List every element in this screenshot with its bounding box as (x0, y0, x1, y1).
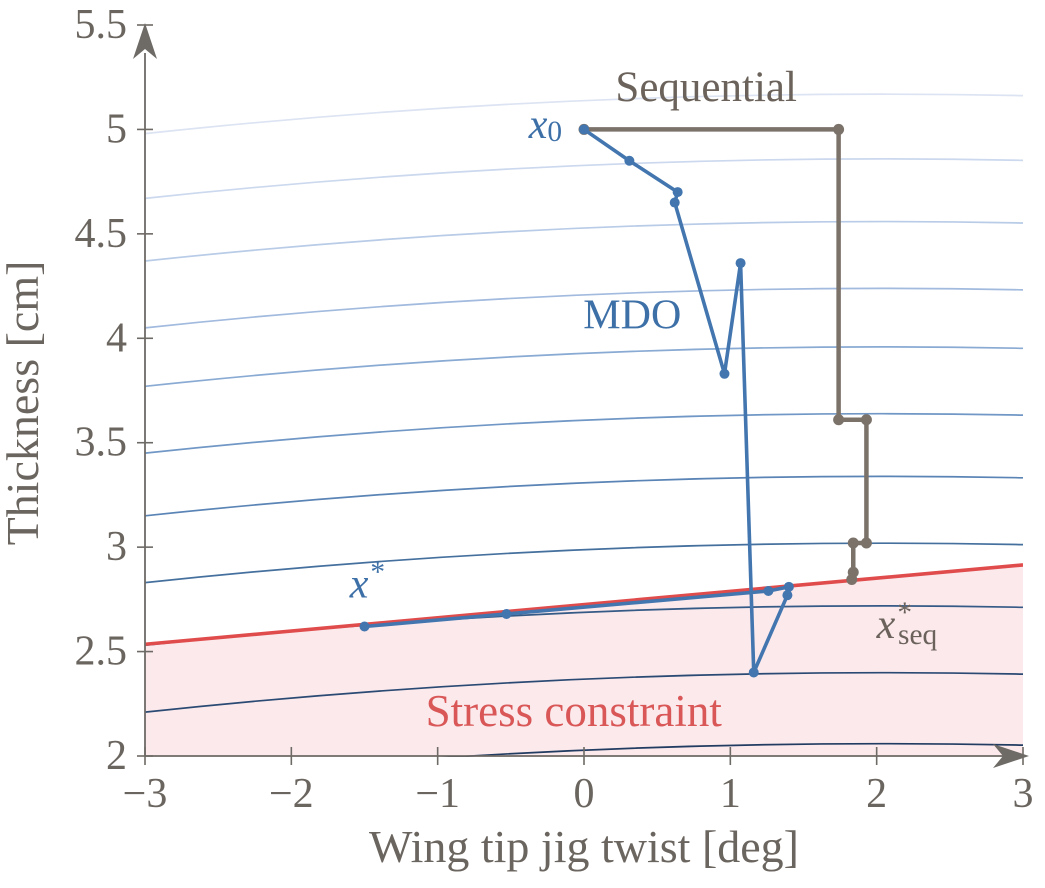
contour-line (145, 287, 1023, 329)
infeasible-region-layer (145, 564, 1023, 757)
x-axis-title: Wing tip jig twist [deg] (369, 821, 799, 872)
contour-lines-layer (145, 93, 1023, 757)
mdo-iterate-marker (719, 368, 730, 379)
mdo-iterate-marker (579, 124, 589, 135)
y-tick-label: 4.5 (75, 211, 128, 257)
x-tick-label: −2 (269, 771, 314, 817)
contour-line (145, 671, 1023, 713)
contour-line (145, 412, 1023, 455)
mdo-iterate-marker (735, 258, 746, 269)
mdo-path (359, 124, 794, 678)
x-tick-label: 2 (866, 771, 887, 817)
infeasible-region (145, 564, 1023, 757)
sequential-iterate-marker (833, 123, 845, 135)
stress-constraint-line (145, 563, 1023, 647)
mdo-iterate-marker (763, 586, 774, 597)
mdo-label: MDO (583, 292, 681, 338)
sequential-iterate-marker (860, 414, 872, 426)
y-tick-label: 2.5 (75, 629, 128, 675)
sequential-label: Sequential (615, 64, 797, 111)
sequential-iterate-marker (860, 537, 872, 549)
xseq-label: x* seq (876, 597, 938, 651)
mdo-iterate-marker (624, 155, 635, 166)
y-axis-title: Thickness [cm] (0, 261, 48, 546)
contour-line (145, 158, 1023, 200)
mdo-iterate-marker (672, 187, 683, 198)
sequential-path (578, 123, 872, 586)
y-axis-arrow-icon (133, 23, 157, 59)
sequential-line (581, 127, 869, 582)
x0-label: x0 (528, 102, 562, 148)
x-tick-label: 1 (720, 771, 741, 817)
contour-line (145, 346, 1023, 388)
optimization-paths-layer (359, 123, 872, 678)
contour-line (145, 542, 1023, 584)
x-tick-label: −3 (123, 771, 168, 817)
tick-labels-layer: −3 −2 −1 0 1 2 3 2 2.5 3 3.5 4 4.5 5 5.5 (75, 2, 1034, 817)
mdo-line (362, 127, 791, 675)
mdo-iterate-marker (669, 197, 680, 208)
y-tick-label: 4 (106, 315, 127, 361)
stress-label: Stress constraint (426, 686, 723, 736)
contour-line (145, 93, 1023, 135)
contour-line (145, 220, 1023, 262)
y-tick-label: 3.5 (75, 420, 128, 466)
x-tick-label: 0 (574, 771, 595, 817)
mdo-iterate-marker (782, 590, 793, 601)
x-tick-label: 3 (1013, 771, 1034, 817)
constraint-line-layer (145, 563, 1023, 647)
xstar-label: x* (349, 556, 385, 607)
y-tick-label: 5.5 (75, 2, 128, 48)
x-tick-label: −1 (415, 771, 460, 817)
contour-line (145, 475, 1023, 517)
mdo-iterate-marker (359, 621, 370, 632)
sequential-iterate-marker (833, 414, 845, 426)
y-tick-label: 5 (106, 106, 127, 152)
mdo-iterate-marker (501, 608, 512, 619)
mdo-iterate-marker (783, 581, 794, 592)
sequential-iterate-marker (846, 574, 858, 586)
axes-layer (133, 23, 1029, 768)
sequential-iterate-marker (847, 537, 859, 549)
x-axis-arrow-icon (993, 744, 1029, 768)
annotations-layer: Sequential MDO x0 x* x* seq Stress constraint (349, 64, 938, 736)
y-tick-label: 2 (106, 733, 127, 779)
y-tick-label: 3 (106, 524, 127, 570)
mdo-iterate-marker (748, 667, 759, 678)
